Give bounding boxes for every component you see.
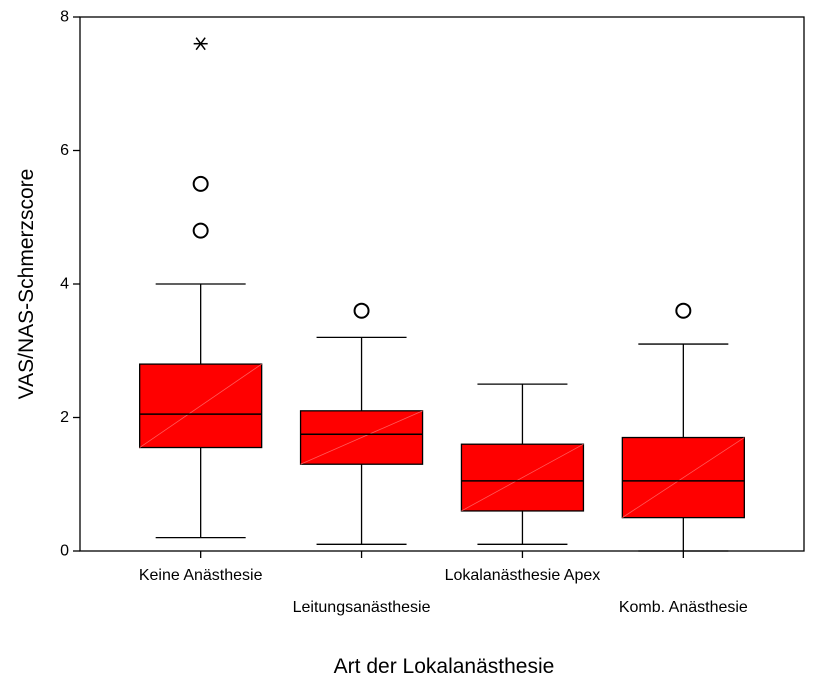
- box-group: [299, 302, 424, 545]
- y-axis-ticks: 0 2 4 6 8: [60, 9, 80, 560]
- box-diagonal: [300, 410, 423, 465]
- box-group: [621, 302, 745, 552]
- outlier-point: [192, 222, 209, 239]
- extreme-point: [193, 37, 208, 51]
- outlier-point: [675, 302, 692, 319]
- x-axis-labels: Keine Anästhesie Leitungsanästhesie Lokala…: [139, 567, 748, 616]
- x-axis-title: Art der Lokalanästhesie: [334, 655, 555, 678]
- y-axis-title: VAS/NAS-Schmerzscore: [15, 169, 38, 400]
- x-category-label: Lokalanästhesie Apex: [445, 567, 601, 584]
- box-diagonal: [622, 437, 745, 518]
- box-series: [139, 37, 745, 552]
- box-group: [460, 383, 585, 545]
- x-category-label: Komb. Anästhesie: [619, 599, 748, 616]
- y-tick-label: 8: [60, 9, 69, 26]
- x-axis-ticks: [200, 551, 684, 558]
- y-tick-label: 2: [60, 409, 69, 426]
- x-category-label: Leitungsanästhesie: [293, 599, 431, 616]
- x-category-label: Keine Anästhesie: [139, 567, 263, 584]
- y-tick-label: 4: [60, 276, 69, 293]
- box-diagonal: [461, 443, 584, 512]
- y-tick-label: 6: [60, 142, 69, 159]
- box-diagonal: [139, 363, 262, 448]
- box-group: [139, 37, 263, 539]
- y-tick-label: 0: [60, 543, 69, 560]
- extreme-stroke: [195, 37, 206, 51]
- outlier-point: [192, 175, 209, 192]
- outlier-point: [353, 302, 370, 319]
